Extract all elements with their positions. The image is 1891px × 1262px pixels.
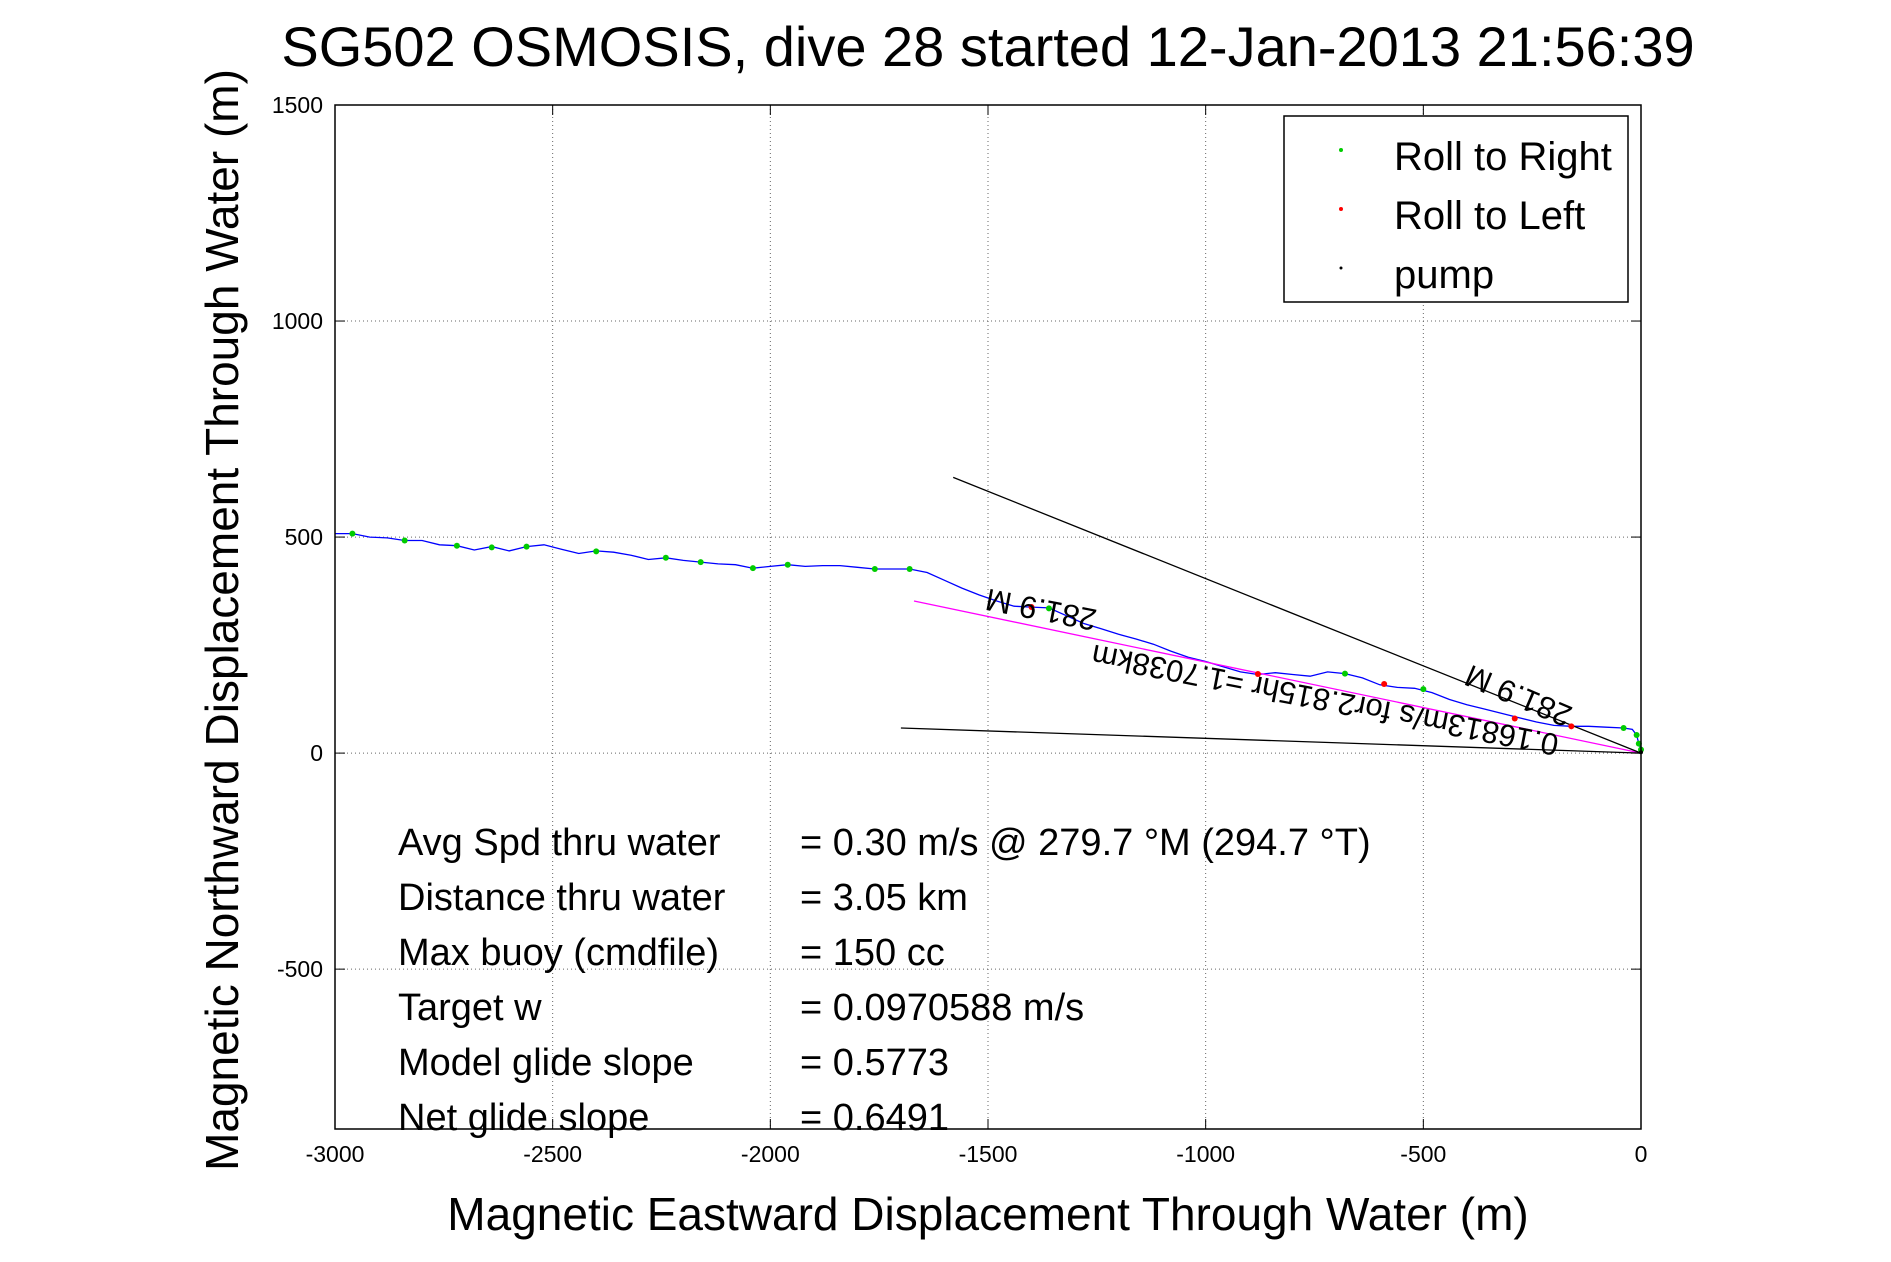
roll-right-point <box>1341 670 1348 677</box>
x-tick-label: -2500 <box>523 1141 582 1167</box>
y-tick-label: 1500 <box>272 92 323 118</box>
x-tick-label: -3000 <box>306 1141 365 1167</box>
roll-right-point <box>784 561 791 568</box>
y-tick-label: 500 <box>285 524 323 550</box>
legend-label-roll-left: Roll to Left <box>1394 194 1585 238</box>
stat-label: Target w <box>398 987 542 1029</box>
series-line-lower <box>900 727 1642 754</box>
stat-label: Max buoy (cmdfile) <box>398 932 719 974</box>
roll-right-point <box>349 530 356 537</box>
x-tick-label: -1000 <box>1176 1141 1235 1167</box>
legend-marker-roll-right <box>1339 148 1343 152</box>
roll-right-point <box>1420 686 1427 693</box>
roll-left-point <box>1381 680 1388 687</box>
y-axis-label: Magnetic Northward Displacement Through … <box>196 69 248 1171</box>
stat-value: = 0.5773 <box>800 1042 949 1084</box>
y-tick-label: 0 <box>310 740 323 766</box>
roll-right-point <box>1620 725 1627 732</box>
legend-label-roll-right: Roll to Right <box>1394 135 1612 179</box>
stat-value: = 3.05 km <box>800 877 968 919</box>
plot-frame <box>334 104 1642 1130</box>
y-tick-label: -500 <box>277 956 323 982</box>
stat-label: Net glide slope <box>398 1097 649 1139</box>
roll-right-point <box>401 537 408 544</box>
roll-left-point <box>1568 723 1575 730</box>
stats-block: Avg Spd thru water = 0.30 m/s @ 279.7 °M… <box>398 822 1371 1139</box>
roll-right-point <box>488 544 495 551</box>
stat-label: Model glide slope <box>398 1042 694 1084</box>
series-line-net <box>913 600 1642 754</box>
x-tick-label: -2000 <box>741 1141 800 1167</box>
legend-marker-roll-left <box>1339 207 1343 211</box>
stat-value: = 0.0970588 m/s <box>800 987 1084 1029</box>
x-axis-label: Magnetic Eastward Displacement Through W… <box>447 1188 1528 1240</box>
series-line-upper <box>952 476 1642 754</box>
roll-left-point <box>1254 671 1261 678</box>
stat-value: = 150 cc <box>800 932 945 974</box>
chart-title: SG502 OSMOSIS, dive 28 started 12-Jan-20… <box>281 15 1694 78</box>
x-tick-label: 0 <box>1635 1141 1648 1167</box>
stat-label: Avg Spd thru water <box>398 822 721 864</box>
series-layer <box>335 476 1642 754</box>
series-line-track <box>335 532 1642 750</box>
roll-right-point <box>697 559 704 566</box>
legend-marker-pump <box>1339 266 1343 270</box>
roll-right-point <box>523 543 530 550</box>
roll-right-point <box>453 542 460 549</box>
x-tick-label: -500 <box>1400 1141 1446 1167</box>
stat-value: = 0.6491 <box>800 1097 949 1139</box>
roll-left-point <box>1028 604 1035 611</box>
roll-right-point <box>871 566 878 573</box>
roll-right-point <box>906 566 913 573</box>
legend-label-pump: pump <box>1394 253 1494 297</box>
roll-right-point <box>749 565 756 572</box>
axis-ticks: -3000 -2500 -2000 -1500 -1000 -500 0 1500 1000 50… <box>272 92 1648 1167</box>
y-tick-label: 1000 <box>272 308 323 334</box>
roll-right-point <box>662 554 669 561</box>
roll-right-point <box>593 548 600 555</box>
stat-label: Distance thru water <box>398 877 726 919</box>
x-tick-label: -1500 <box>959 1141 1018 1167</box>
markers-layer <box>349 530 1644 755</box>
roll-right-point <box>1633 731 1640 738</box>
stat-value: = 0.30 m/s @ 279.7 °M (294.7 °T) <box>800 822 1371 864</box>
roll-right-point <box>1045 605 1052 612</box>
roll-left-point <box>1511 715 1518 722</box>
legend: Roll to Right Roll to Left pump <box>1283 115 1629 303</box>
